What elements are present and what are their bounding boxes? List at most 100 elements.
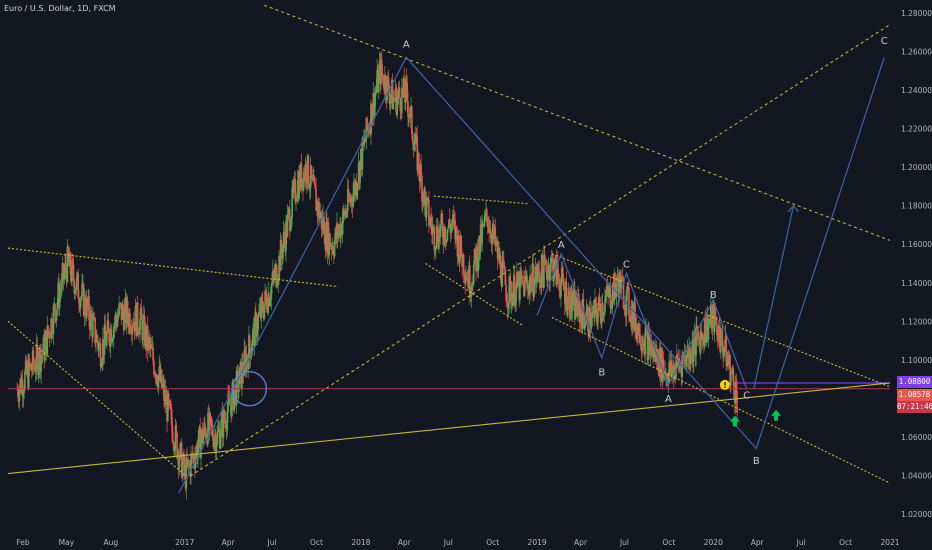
candle-body — [381, 72, 384, 75]
candle-body — [557, 276, 560, 279]
candle-body — [142, 320, 144, 341]
candle-body — [375, 88, 378, 93]
wave-labels: A A B C A B C B C — [403, 36, 888, 467]
candle-body — [580, 309, 582, 317]
candle-body — [530, 280, 533, 292]
candle-body — [460, 235, 463, 256]
candle-body — [55, 309, 58, 321]
candle-body — [553, 259, 556, 275]
candle-body — [428, 199, 430, 225]
candle-body — [476, 246, 479, 271]
candle-body — [571, 305, 574, 312]
candle-body — [84, 295, 86, 313]
candle-body — [71, 260, 74, 265]
candle-body — [323, 221, 326, 245]
candle-body — [390, 94, 392, 98]
candle-body — [489, 229, 492, 238]
candle-body — [248, 335, 251, 349]
candle-body — [374, 92, 377, 97]
candle-body — [553, 274, 555, 282]
candle-body — [289, 209, 291, 232]
candle-body — [95, 341, 97, 344]
candle-body — [329, 233, 331, 247]
y-tick-label: 1.28000 — [901, 9, 932, 18]
candle-body — [562, 274, 565, 286]
candle-body — [215, 444, 218, 453]
candle-body — [535, 267, 538, 283]
candle-body — [105, 332, 108, 346]
candle-body — [628, 287, 630, 316]
candle-body — [56, 302, 59, 310]
candle-body — [224, 420, 227, 429]
upper-resistance-dotted-line — [264, 4, 891, 241]
candle-body — [342, 208, 344, 224]
wave-label: A — [665, 394, 672, 405]
candle-body — [251, 330, 254, 347]
candle-body — [549, 272, 551, 282]
candle-body — [62, 263, 65, 280]
candle-body — [473, 248, 476, 265]
candle-body — [209, 413, 212, 417]
x-tick-label: 2017 — [175, 538, 194, 547]
candle-body — [264, 290, 266, 305]
candle-body — [185, 457, 188, 489]
x-tick-label: 2021 — [880, 538, 899, 547]
candle-body — [122, 304, 124, 314]
candle-body — [732, 367, 734, 382]
candle-body — [75, 289, 77, 291]
candle-body — [709, 319, 711, 322]
candle-body — [604, 295, 607, 300]
candle-body — [343, 208, 345, 212]
candle-body — [110, 328, 113, 343]
candle-body — [441, 213, 443, 223]
candle-body — [211, 425, 213, 427]
candle-body — [204, 423, 206, 430]
time-axis[interactable]: Feb May Aug 2017 Apr Jul Oct 2018 Apr Jul Oct 2019 A… — [16, 538, 899, 547]
candle-body — [501, 261, 504, 287]
candle-body — [289, 227, 292, 232]
price-axis[interactable]: 1.28000 1.26000 1.24000 1.22000 1.20000 1.180… — [901, 9, 932, 519]
projection-arrowhead — [787, 204, 799, 213]
candle-body — [69, 252, 72, 275]
candle-body — [117, 314, 120, 318]
candle-body — [112, 338, 114, 340]
wave-label: C — [881, 36, 888, 47]
candle-body — [418, 152, 420, 173]
candle-body — [439, 225, 442, 237]
candle-body — [280, 239, 283, 253]
highlight-circle — [231, 371, 268, 407]
candle-body — [601, 303, 604, 317]
candle-body — [187, 460, 190, 465]
candle-body — [455, 226, 458, 238]
up-arrow-icon — [730, 415, 741, 427]
candle-body — [425, 198, 428, 218]
candle-body — [448, 219, 451, 227]
symbol-title: Euro / U.S. Dollar, 1D, FXCM — [4, 4, 116, 13]
candle-body — [137, 329, 140, 334]
candle-body — [735, 382, 738, 391]
wave-label: B — [753, 456, 760, 467]
candle-body — [214, 434, 217, 453]
candle-body — [599, 303, 602, 318]
candle-body — [541, 254, 544, 272]
candle-body — [551, 257, 554, 259]
candle-body — [217, 430, 219, 432]
candle-body — [79, 299, 82, 309]
candle-body — [197, 429, 200, 448]
candle-body — [608, 287, 610, 298]
candle-body — [521, 275, 524, 282]
candle-body — [359, 160, 361, 184]
candle-body — [716, 324, 718, 336]
x-tick-label: Apr — [398, 538, 412, 547]
candle-body — [611, 304, 613, 308]
candle-body — [726, 355, 729, 361]
candle-body — [699, 332, 702, 353]
candle-body — [377, 71, 380, 93]
y-tick-label: 1.06000 — [901, 433, 932, 442]
candle-body — [536, 275, 538, 283]
candle-body — [532, 263, 534, 297]
candle-body — [504, 268, 507, 285]
candle-body — [272, 270, 275, 276]
candle-body — [246, 355, 249, 360]
